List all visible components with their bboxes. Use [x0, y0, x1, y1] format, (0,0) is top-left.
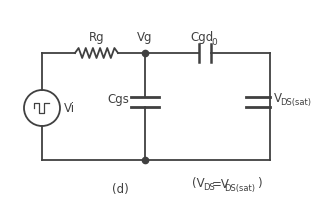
- Text: Vg: Vg: [137, 31, 153, 44]
- Text: Rg: Rg: [89, 31, 104, 44]
- Text: DS: DS: [203, 183, 215, 192]
- Text: Cgs: Cgs: [107, 93, 129, 106]
- Text: 0: 0: [211, 38, 217, 47]
- Text: ): ): [257, 177, 261, 191]
- Text: Vi: Vi: [64, 102, 75, 114]
- Text: DS(sat): DS(sat): [280, 98, 311, 107]
- Text: (V: (V: [192, 177, 205, 191]
- Text: V: V: [274, 92, 282, 105]
- Text: Cgd: Cgd: [190, 31, 213, 44]
- Text: =V: =V: [212, 177, 230, 191]
- Text: (d): (d): [112, 183, 128, 196]
- Text: DS(sat): DS(sat): [224, 183, 255, 192]
